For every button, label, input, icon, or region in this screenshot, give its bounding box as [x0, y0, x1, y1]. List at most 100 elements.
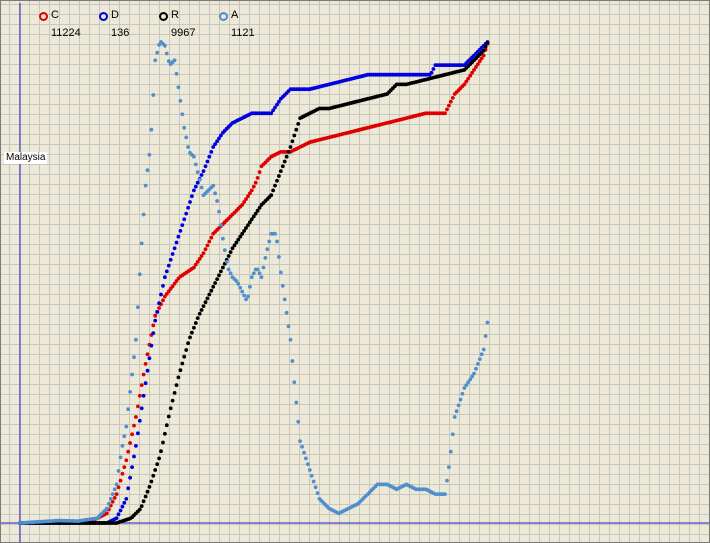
point-r: [296, 122, 301, 126]
point-a: [458, 397, 463, 402]
point-a: [275, 239, 279, 244]
point-r: [257, 205, 262, 210]
point-c: [141, 372, 146, 377]
point-a: [462, 386, 467, 390]
legend-count-r: 9967: [171, 27, 196, 39]
point-c: [122, 465, 127, 469]
point-d: [163, 275, 167, 280]
point-a: [166, 59, 171, 64]
point-r: [151, 473, 156, 478]
point-d: [219, 133, 223, 138]
point-a: [309, 473, 314, 478]
point-r: [234, 240, 239, 245]
point-r: [209, 288, 214, 293]
point-a: [456, 403, 461, 408]
point-r: [164, 423, 169, 428]
point-a: [481, 347, 486, 352]
point-c: [468, 73, 473, 78]
point-r: [242, 229, 247, 233]
point-r: [269, 193, 274, 198]
point-d: [186, 205, 191, 210]
point-c: [193, 262, 198, 267]
point-d: [273, 105, 277, 110]
point-a: [273, 231, 277, 236]
point-d: [149, 343, 154, 348]
point-c: [166, 289, 171, 294]
point-d: [199, 173, 204, 177]
point-c: [479, 56, 484, 61]
point-a: [263, 256, 268, 260]
point-a: [259, 275, 264, 280]
point-d: [201, 169, 206, 174]
point-r: [161, 440, 165, 445]
point-d: [120, 504, 125, 509]
point-a: [277, 255, 281, 259]
point-c: [137, 393, 142, 398]
point-a: [265, 247, 270, 252]
point-d: [170, 252, 175, 256]
point-r: [282, 159, 287, 164]
point-a: [251, 271, 256, 276]
point-c: [105, 511, 109, 516]
point-a: [120, 444, 125, 448]
legend-count-a: 1121: [231, 27, 255, 39]
point-r: [174, 383, 179, 387]
point-r: [249, 217, 254, 222]
point-a: [211, 183, 216, 188]
point-c: [447, 103, 451, 108]
point-c: [466, 76, 471, 81]
point-c: [192, 265, 196, 270]
point-d: [168, 257, 173, 262]
point-d: [143, 381, 148, 386]
point-r: [193, 321, 198, 325]
point-c: [134, 415, 138, 419]
point-c: [126, 449, 131, 454]
point-c: [145, 352, 150, 357]
point-c: [153, 313, 158, 318]
point-c: [139, 383, 144, 387]
point-r: [228, 250, 233, 255]
point-r: [197, 311, 202, 316]
point-d: [209, 150, 214, 154]
point-r: [141, 499, 146, 504]
point-a: [147, 152, 152, 157]
point-r: [286, 150, 291, 154]
point-c: [120, 471, 125, 476]
point-r: [278, 169, 283, 174]
point-a: [153, 58, 158, 63]
point-a: [249, 275, 254, 280]
point-a: [468, 377, 473, 382]
point-c: [251, 184, 256, 189]
point-a: [485, 320, 490, 325]
point-r: [273, 183, 277, 188]
point-a: [132, 355, 136, 360]
point-c: [112, 496, 117, 500]
point-a: [118, 455, 123, 460]
point-d: [118, 508, 123, 513]
point-r: [149, 479, 154, 484]
point-d: [213, 142, 218, 147]
point-c: [203, 247, 208, 252]
point-r: [221, 265, 225, 270]
point-r: [251, 214, 256, 219]
point-r: [163, 431, 167, 436]
point-d: [203, 164, 208, 169]
point-a: [452, 415, 457, 419]
point-a: [292, 380, 297, 385]
point-c: [151, 323, 156, 328]
point-a: [302, 450, 306, 455]
point-r: [253, 211, 258, 216]
point-a: [112, 487, 117, 492]
point-d: [164, 269, 169, 274]
point-r: [240, 231, 245, 236]
point-a: [182, 125, 187, 130]
point-r: [192, 325, 196, 330]
point-c: [110, 499, 115, 504]
point-a: [139, 241, 144, 246]
point-a: [234, 279, 239, 283]
point-d: [166, 263, 171, 268]
point-a: [246, 294, 250, 299]
point-c: [246, 194, 250, 199]
point-r: [186, 341, 191, 346]
